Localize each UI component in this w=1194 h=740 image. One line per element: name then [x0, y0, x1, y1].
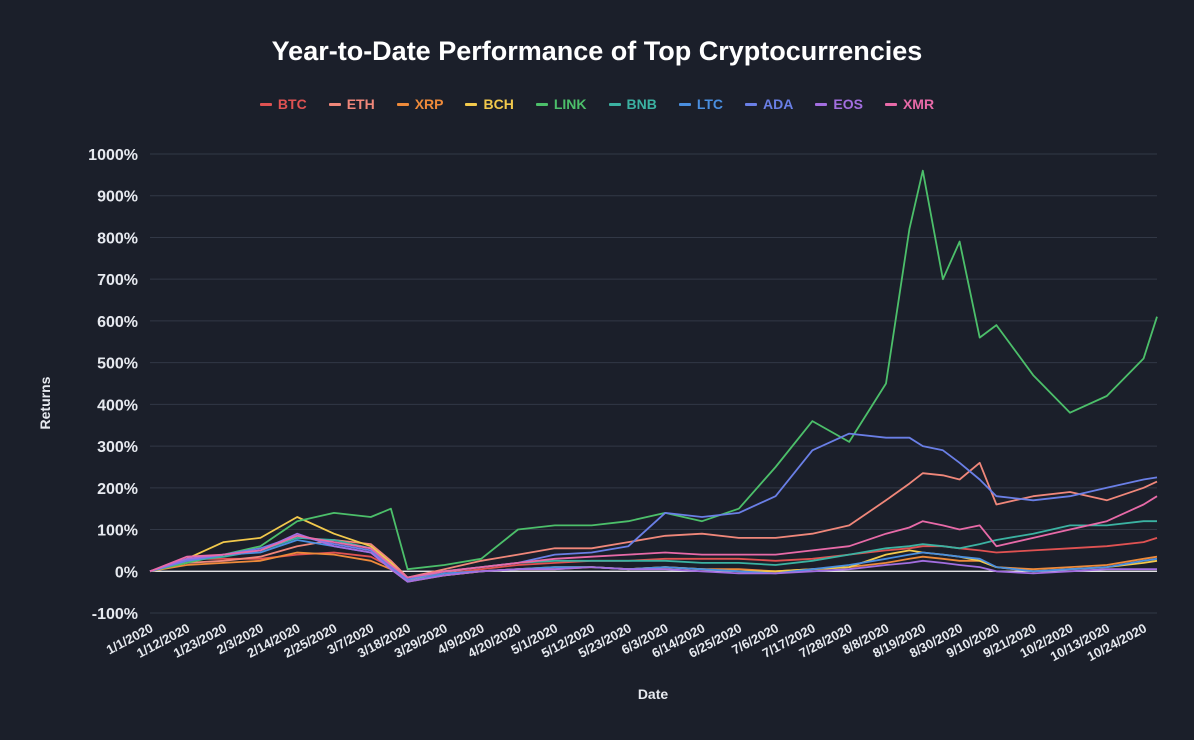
series-line-bch — [149, 516, 1158, 581]
chart-legend: BTC ETH XRP BCH LINK BNB LTC ADA EOS XMR — [0, 96, 1194, 112]
legend-swatch — [465, 102, 478, 106]
legend-item-eth: ETH — [328, 96, 375, 112]
legend-swatch — [884, 102, 897, 106]
y-tick-label: 900% — [97, 189, 138, 206]
y-tick-label: 400% — [97, 397, 138, 414]
legend-item-eos: EOS — [815, 96, 863, 112]
legend-item-xrp: XRP — [396, 96, 444, 112]
legend-item-link: LINK — [535, 96, 587, 112]
series-line-ada — [149, 432, 1158, 581]
legend-item-ltc: LTC — [678, 96, 724, 112]
legend-swatch — [678, 102, 691, 106]
y-tick-label: 0% — [115, 564, 138, 581]
legend-swatch — [535, 102, 548, 106]
x-axis-label: Date — [638, 686, 669, 702]
legend-label: XRP — [414, 96, 444, 112]
legend-item-ada: ADA — [745, 96, 793, 112]
y-tick-label: 800% — [97, 230, 138, 247]
series-line-bnb — [149, 520, 1157, 581]
y-tick-label: 300% — [97, 439, 138, 456]
series-line-link — [149, 169, 1158, 573]
y-axis-label: Returns — [37, 376, 53, 429]
legend-label: BNB — [626, 96, 657, 112]
legend-swatch — [328, 102, 341, 106]
legend-swatch — [259, 102, 272, 106]
legend-item-btc: BTC — [259, 96, 307, 112]
series-line-btc — [149, 537, 1158, 581]
legend-label: ADA — [763, 96, 794, 112]
y-tick-label: 600% — [97, 314, 138, 331]
series-line-eos — [149, 532, 1157, 583]
legend-swatch — [815, 102, 828, 106]
series-lines — [149, 169, 1158, 583]
legend-label: LINK — [553, 96, 587, 112]
y-tick-label: -100% — [92, 606, 138, 623]
legend-item-bnb: BNB — [608, 96, 657, 112]
y-tick-label: 100% — [97, 523, 138, 540]
legend-label: BTC — [277, 96, 307, 112]
y-tick-label: 200% — [97, 481, 138, 498]
grid — [150, 153, 1157, 614]
x-axis: 1/1/20201/12/20201/23/20202/3/20202/14/2… — [104, 620, 1149, 664]
legend-label: LTC — [696, 96, 724, 112]
legend-label: XMR — [902, 96, 935, 112]
legend-label: BCH — [483, 96, 514, 112]
legend-item-xmr: XMR — [884, 96, 935, 112]
legend-swatch — [745, 102, 758, 106]
y-tick-label: 500% — [97, 356, 138, 373]
legend-label: ETH — [346, 96, 375, 112]
y-tick-label: 1000% — [88, 147, 138, 164]
series-line-xmr — [149, 495, 1158, 579]
legend-label: EOS — [833, 96, 863, 112]
chart-title: Year-to-Date Performance of Top Cryptocu… — [271, 36, 923, 66]
legend-swatch — [396, 102, 409, 106]
y-tick-label: 700% — [97, 272, 138, 289]
legend-swatch — [608, 102, 621, 106]
y-axis: -100% 0% 100% 200% 300% 400% 500% 600% 700% 800% 9… — [88, 147, 138, 623]
legend-item-bch: BCH — [465, 96, 514, 112]
